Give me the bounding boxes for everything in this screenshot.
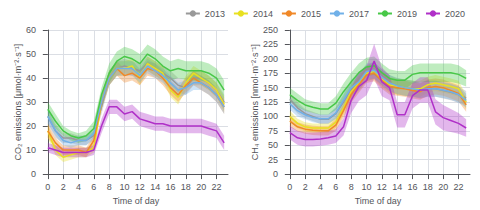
- svg-text:6: 6: [91, 182, 96, 192]
- svg-text:16: 16: [165, 182, 175, 192]
- svg-text:12: 12: [135, 182, 145, 192]
- svg-text:2013: 2013: [205, 9, 225, 19]
- svg-text:20: 20: [26, 121, 36, 131]
- svg-text:22: 22: [453, 182, 463, 192]
- svg-text:10: 10: [119, 182, 129, 192]
- svg-text:12: 12: [377, 182, 387, 192]
- svg-text:200: 200: [263, 54, 278, 64]
- svg-text:60: 60: [26, 25, 36, 35]
- svg-text:125: 125: [263, 97, 278, 107]
- svg-text:50: 50: [26, 49, 36, 59]
- svg-text:8: 8: [349, 182, 354, 192]
- svg-text:Time of day: Time of day: [355, 196, 402, 206]
- svg-text:75: 75: [268, 126, 278, 136]
- svg-text:2019: 2019: [397, 9, 417, 19]
- svg-text:2: 2: [303, 182, 308, 192]
- svg-text:175: 175: [263, 68, 278, 78]
- svg-text:250: 250: [263, 25, 278, 35]
- svg-text:2020: 2020: [445, 9, 465, 19]
- svg-text:14: 14: [392, 182, 402, 192]
- svg-text:0: 0: [45, 182, 50, 192]
- svg-text:10: 10: [26, 145, 36, 155]
- svg-text:40: 40: [26, 73, 36, 83]
- svg-text:100: 100: [263, 111, 278, 121]
- svg-text:18: 18: [423, 182, 433, 192]
- svg-text:2015: 2015: [301, 9, 321, 19]
- svg-text:50: 50: [268, 140, 278, 150]
- svg-text:0: 0: [273, 169, 278, 179]
- svg-text:18: 18: [181, 182, 191, 192]
- svg-text:150: 150: [263, 83, 278, 93]
- svg-text:30: 30: [26, 97, 36, 107]
- svg-text:CO₂ emissions [μmol·m⁻²·s⁻¹]: CO₂ emissions [μmol·m⁻²·s⁻¹]: [13, 44, 23, 161]
- svg-text:10: 10: [361, 182, 371, 192]
- svg-text:CH₄ emissions [nmol·m⁻²·s⁻¹]: CH₄ emissions [nmol·m⁻²·s⁻¹]: [250, 44, 260, 160]
- svg-text:22: 22: [211, 182, 221, 192]
- svg-text:2: 2: [61, 182, 66, 192]
- svg-text:2017: 2017: [349, 9, 369, 19]
- svg-text:20: 20: [438, 182, 448, 192]
- svg-text:2014: 2014: [253, 9, 273, 19]
- svg-text:4: 4: [76, 182, 81, 192]
- svg-text:0: 0: [31, 169, 36, 179]
- svg-text:25: 25: [268, 155, 278, 165]
- svg-text:16: 16: [407, 182, 417, 192]
- svg-text:6: 6: [333, 182, 338, 192]
- svg-text:0: 0: [287, 182, 292, 192]
- svg-text:4: 4: [318, 182, 323, 192]
- svg-text:225: 225: [263, 39, 278, 49]
- svg-text:8: 8: [107, 182, 112, 192]
- svg-text:14: 14: [150, 182, 160, 192]
- svg-text:Time of day: Time of day: [113, 196, 160, 206]
- svg-text:20: 20: [196, 182, 206, 192]
